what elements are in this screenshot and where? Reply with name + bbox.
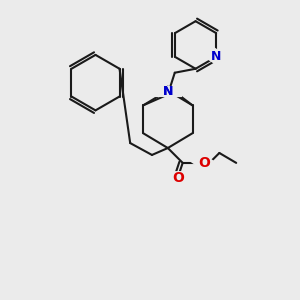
Text: N: N (163, 85, 173, 98)
Text: N: N (211, 50, 221, 63)
Text: N: N (163, 85, 173, 98)
Text: O: O (199, 156, 210, 170)
Text: O: O (172, 171, 184, 185)
